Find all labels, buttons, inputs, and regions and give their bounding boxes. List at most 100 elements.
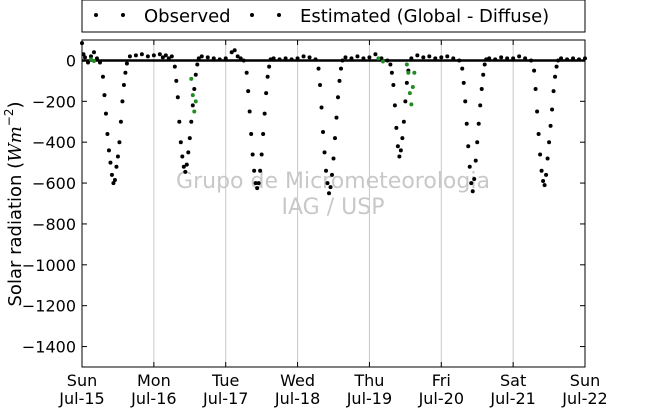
data-point-estimated xyxy=(318,82,323,87)
x-tick-weekday: Sun xyxy=(67,371,97,390)
data-point-estimated xyxy=(337,78,342,83)
data-point-estimated xyxy=(538,152,543,157)
data-point-estimated xyxy=(259,152,264,157)
data-point-estimated xyxy=(464,121,469,126)
data-point-estimated xyxy=(172,64,177,69)
data-point-estimated xyxy=(541,179,546,184)
y-axis-label-exponent: −2 xyxy=(2,109,16,127)
data-point-estimated xyxy=(111,181,116,186)
data-point-estimated xyxy=(335,95,340,100)
data-point-estimated xyxy=(547,140,552,145)
data-point-estimated xyxy=(475,140,480,145)
data-point-estimated xyxy=(258,168,263,173)
data-point-estimated xyxy=(133,53,138,58)
data-point-estimated xyxy=(250,152,255,157)
x-tick-date: Jul-19 xyxy=(346,389,392,408)
data-point-estimated xyxy=(247,109,252,114)
legend-marker-observed xyxy=(94,13,98,17)
data-point-estimated xyxy=(123,70,128,75)
data-point-estimated xyxy=(102,93,107,98)
data-point-estimated xyxy=(343,55,348,60)
x-tick-weekday: Sat xyxy=(500,371,526,390)
data-point-estimated xyxy=(88,54,93,59)
data-point-estimated xyxy=(199,54,204,59)
x-axis: SunJul-15MonJul-16TueJul-17WedJul-18ThuJ… xyxy=(58,40,608,408)
data-point-observed xyxy=(412,70,417,75)
data-point-estimated xyxy=(117,140,122,145)
data-point-estimated xyxy=(544,172,549,177)
data-point-estimated xyxy=(264,91,269,96)
data-point-estimated xyxy=(180,154,185,159)
data-point-estimated xyxy=(121,82,126,87)
plot-frame xyxy=(81,39,586,368)
data-point-estimated xyxy=(187,136,192,141)
data-point-estimated xyxy=(338,66,343,71)
data-point-estimated xyxy=(120,99,125,104)
y-tick-label: −1400 xyxy=(22,338,76,357)
data-point-estimated xyxy=(262,111,267,116)
data-point-estimated xyxy=(556,58,561,63)
data-point-estimated xyxy=(322,150,327,155)
data-point-estimated xyxy=(105,132,110,137)
data-point-estimated xyxy=(545,156,550,161)
data-point-estimated xyxy=(106,148,111,153)
legend-label-estimated: Estimated (Global - Diffuse) xyxy=(300,6,549,27)
data-point-estimated xyxy=(160,55,165,60)
data-point-estimated xyxy=(340,58,345,63)
data-point-estimated xyxy=(108,160,113,165)
legend-frame xyxy=(81,0,586,33)
data-point-estimated xyxy=(355,54,360,59)
data-point-estimated xyxy=(445,54,450,59)
data-point-estimated xyxy=(235,54,240,59)
data-point-estimated xyxy=(550,107,555,112)
data-point-estimated xyxy=(97,60,102,65)
data-point-estimated xyxy=(373,52,378,57)
data-point-estimated xyxy=(229,50,234,55)
data-point-estimated xyxy=(487,56,492,61)
data-point-estimated xyxy=(328,185,333,190)
data-point-observed xyxy=(407,91,412,96)
data-point-estimated xyxy=(157,52,162,57)
data-point-estimated xyxy=(395,144,400,149)
data-point-estimated xyxy=(461,80,466,85)
legend-marker-estimated xyxy=(250,13,254,17)
data-point-estimated xyxy=(183,169,188,174)
data-point-estimated xyxy=(379,56,384,61)
data-point-estimated xyxy=(307,55,312,60)
data-point-estimated xyxy=(548,123,553,128)
data-point-estimated xyxy=(511,56,516,61)
data-point-estimated xyxy=(100,74,105,79)
data-point-estimated xyxy=(332,136,337,141)
data-point-estimated xyxy=(301,54,306,59)
data-point-estimated xyxy=(118,119,123,124)
data-point-estimated xyxy=(479,87,484,92)
data-point-observed xyxy=(91,59,96,64)
x-tick-date: Jul-15 xyxy=(58,389,104,408)
data-point-estimated xyxy=(277,57,282,62)
data-point-estimated xyxy=(481,72,486,77)
series-estimated-points xyxy=(80,41,587,196)
data-point-estimated xyxy=(265,74,270,79)
data-point-estimated xyxy=(439,55,444,60)
x-tick-date: Jul-21 xyxy=(489,389,535,408)
data-point-estimated xyxy=(460,66,465,71)
data-point-estimated xyxy=(249,132,254,137)
y-axis-label-unit: Wm xyxy=(5,126,26,162)
data-point-estimated xyxy=(367,55,372,60)
y-axis-label-suffix: ) xyxy=(5,101,26,108)
data-point-estimated xyxy=(289,57,294,62)
y-tick-label: −200 xyxy=(32,92,76,111)
data-point-estimated xyxy=(539,168,544,173)
data-point-estimated xyxy=(217,57,222,62)
data-point-observed xyxy=(376,56,381,61)
data-point-estimated xyxy=(361,56,366,61)
data-point-estimated xyxy=(163,53,168,58)
data-point-estimated xyxy=(244,70,249,75)
data-point-estimated xyxy=(195,62,200,67)
data-point-estimated xyxy=(467,164,472,169)
data-point-estimated xyxy=(433,56,438,61)
data-point-estimated xyxy=(190,103,195,108)
y-axis-label: Solar radiation (Wm−2) xyxy=(2,101,26,306)
data-point-estimated xyxy=(166,56,171,61)
